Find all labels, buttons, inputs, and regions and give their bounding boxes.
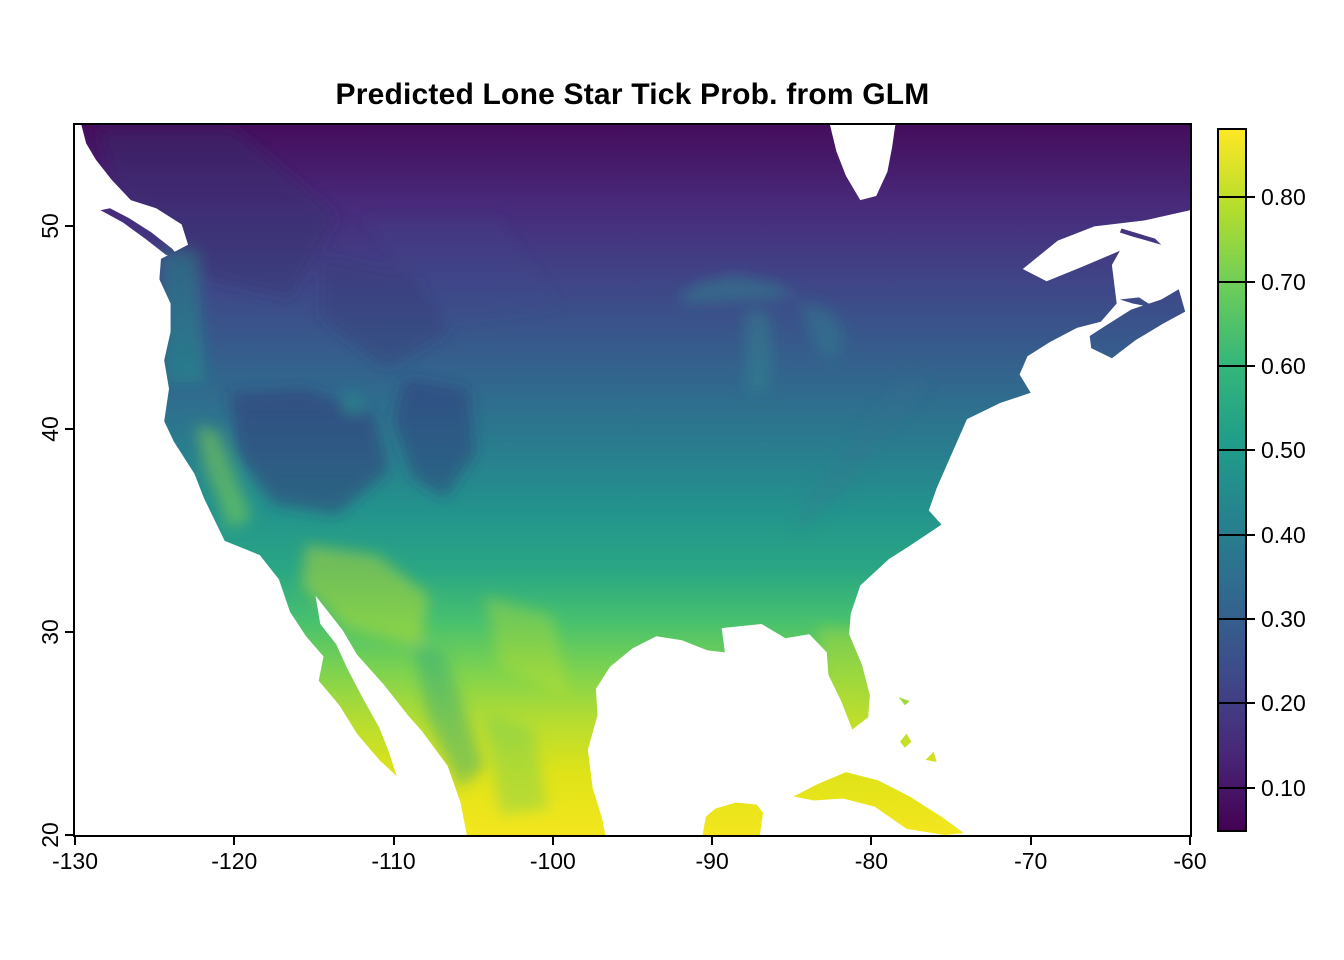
x-tick-label: -110 [371,848,416,874]
x-tick-label: -90 [695,848,729,874]
legend-tick-line [1219,618,1245,621]
x-tick-label: -120 [211,848,258,874]
legend-tick-label: 0.70 [1261,268,1306,295]
legend-tick-line [1219,196,1245,199]
overlay-lake-superior [677,275,799,304]
legend-tick-label: 0.10 [1261,774,1306,801]
land-bahamas-1 [900,733,912,748]
x-tick-label: -80 [854,848,889,874]
legend-colorbar [1217,128,1247,832]
legend-tick-label: 0.80 [1261,184,1306,211]
land-cuba [793,772,964,835]
x-tick [1189,836,1191,845]
legend-tick [1247,786,1255,789]
land-anticosti-island [1119,228,1162,245]
x-tick-label: -130 [51,848,99,874]
legend-tick-line [1219,280,1245,283]
overlay-arizona-sonora-bright [301,544,429,647]
overlay-lake-michigan [745,309,773,393]
overlay-colorado-rockies [393,378,475,499]
y-tick [65,428,74,431]
relief-overlays [98,129,931,815]
legend-tick-label: 0.60 [1261,353,1306,380]
land-bahamas-3 [925,751,937,762]
overlay-appalachians [795,372,931,535]
land-yucatan-peninsula [702,802,764,835]
x-tick-label: -60 [1173,848,1207,874]
x-tick [1029,836,1032,845]
x-tick [551,836,554,845]
x-tick [233,836,236,845]
overlay-texas-bigbend-bright [484,595,569,698]
overlay-florida-bright [818,626,875,738]
overlay-northern-plains [361,216,561,322]
legend-tick-label: 0.20 [1261,690,1306,717]
legend-tick [1247,533,1255,536]
overlay-great-basin [229,388,389,515]
y-tick-label: 50 [37,213,63,240]
land-vancouver-island [100,208,181,259]
map-raster [81,125,1190,835]
legend-tick [1247,449,1255,452]
y-tick-label: 20 [37,822,63,848]
legend-tick [1247,702,1255,705]
overlay-pacific-northwest-coast [157,250,206,383]
legend-tick-line [1219,702,1245,705]
overlay-lake-huron [798,301,845,363]
overlay-great-salt-lake [344,394,361,414]
legend-tick-line [1219,365,1245,368]
x-tick-label: -100 [529,848,576,874]
legend-tick [1247,618,1255,621]
x-tick [392,836,395,845]
legend-tick-label: 0.40 [1261,521,1306,548]
legend-tick-line [1219,449,1245,452]
x-tick [74,836,76,845]
y-tick [65,631,74,634]
land-bahamas-2 [898,697,910,706]
overlay-sierra-madre-occidental [412,642,485,789]
legend-tick [1247,280,1255,283]
y-tick-label: 40 [37,416,63,443]
overlay-california-central-valley [196,425,252,529]
land-prince-edward-island [1119,297,1155,308]
legend-tick-label: 0.30 [1261,606,1306,633]
chart-title: Predicted Lone Star Tick Prob. from GLM [335,78,930,111]
x-tick [711,836,714,845]
legend-tick [1247,365,1255,368]
x-tick-label: -70 [1014,848,1048,874]
legend-tick-label: 0.50 [1261,437,1306,464]
y-tick-label: 30 [37,619,63,645]
legend-tick-line [1219,533,1245,536]
y-tick [65,834,74,836]
overlay-bc-interior [98,129,338,298]
y-tick [65,225,74,228]
x-tick [870,836,873,845]
legend-tick-line [1219,786,1245,789]
overlay-mexican-plateau [484,713,549,815]
land-nova-scotia [1089,289,1186,359]
legend-tick [1247,196,1255,199]
